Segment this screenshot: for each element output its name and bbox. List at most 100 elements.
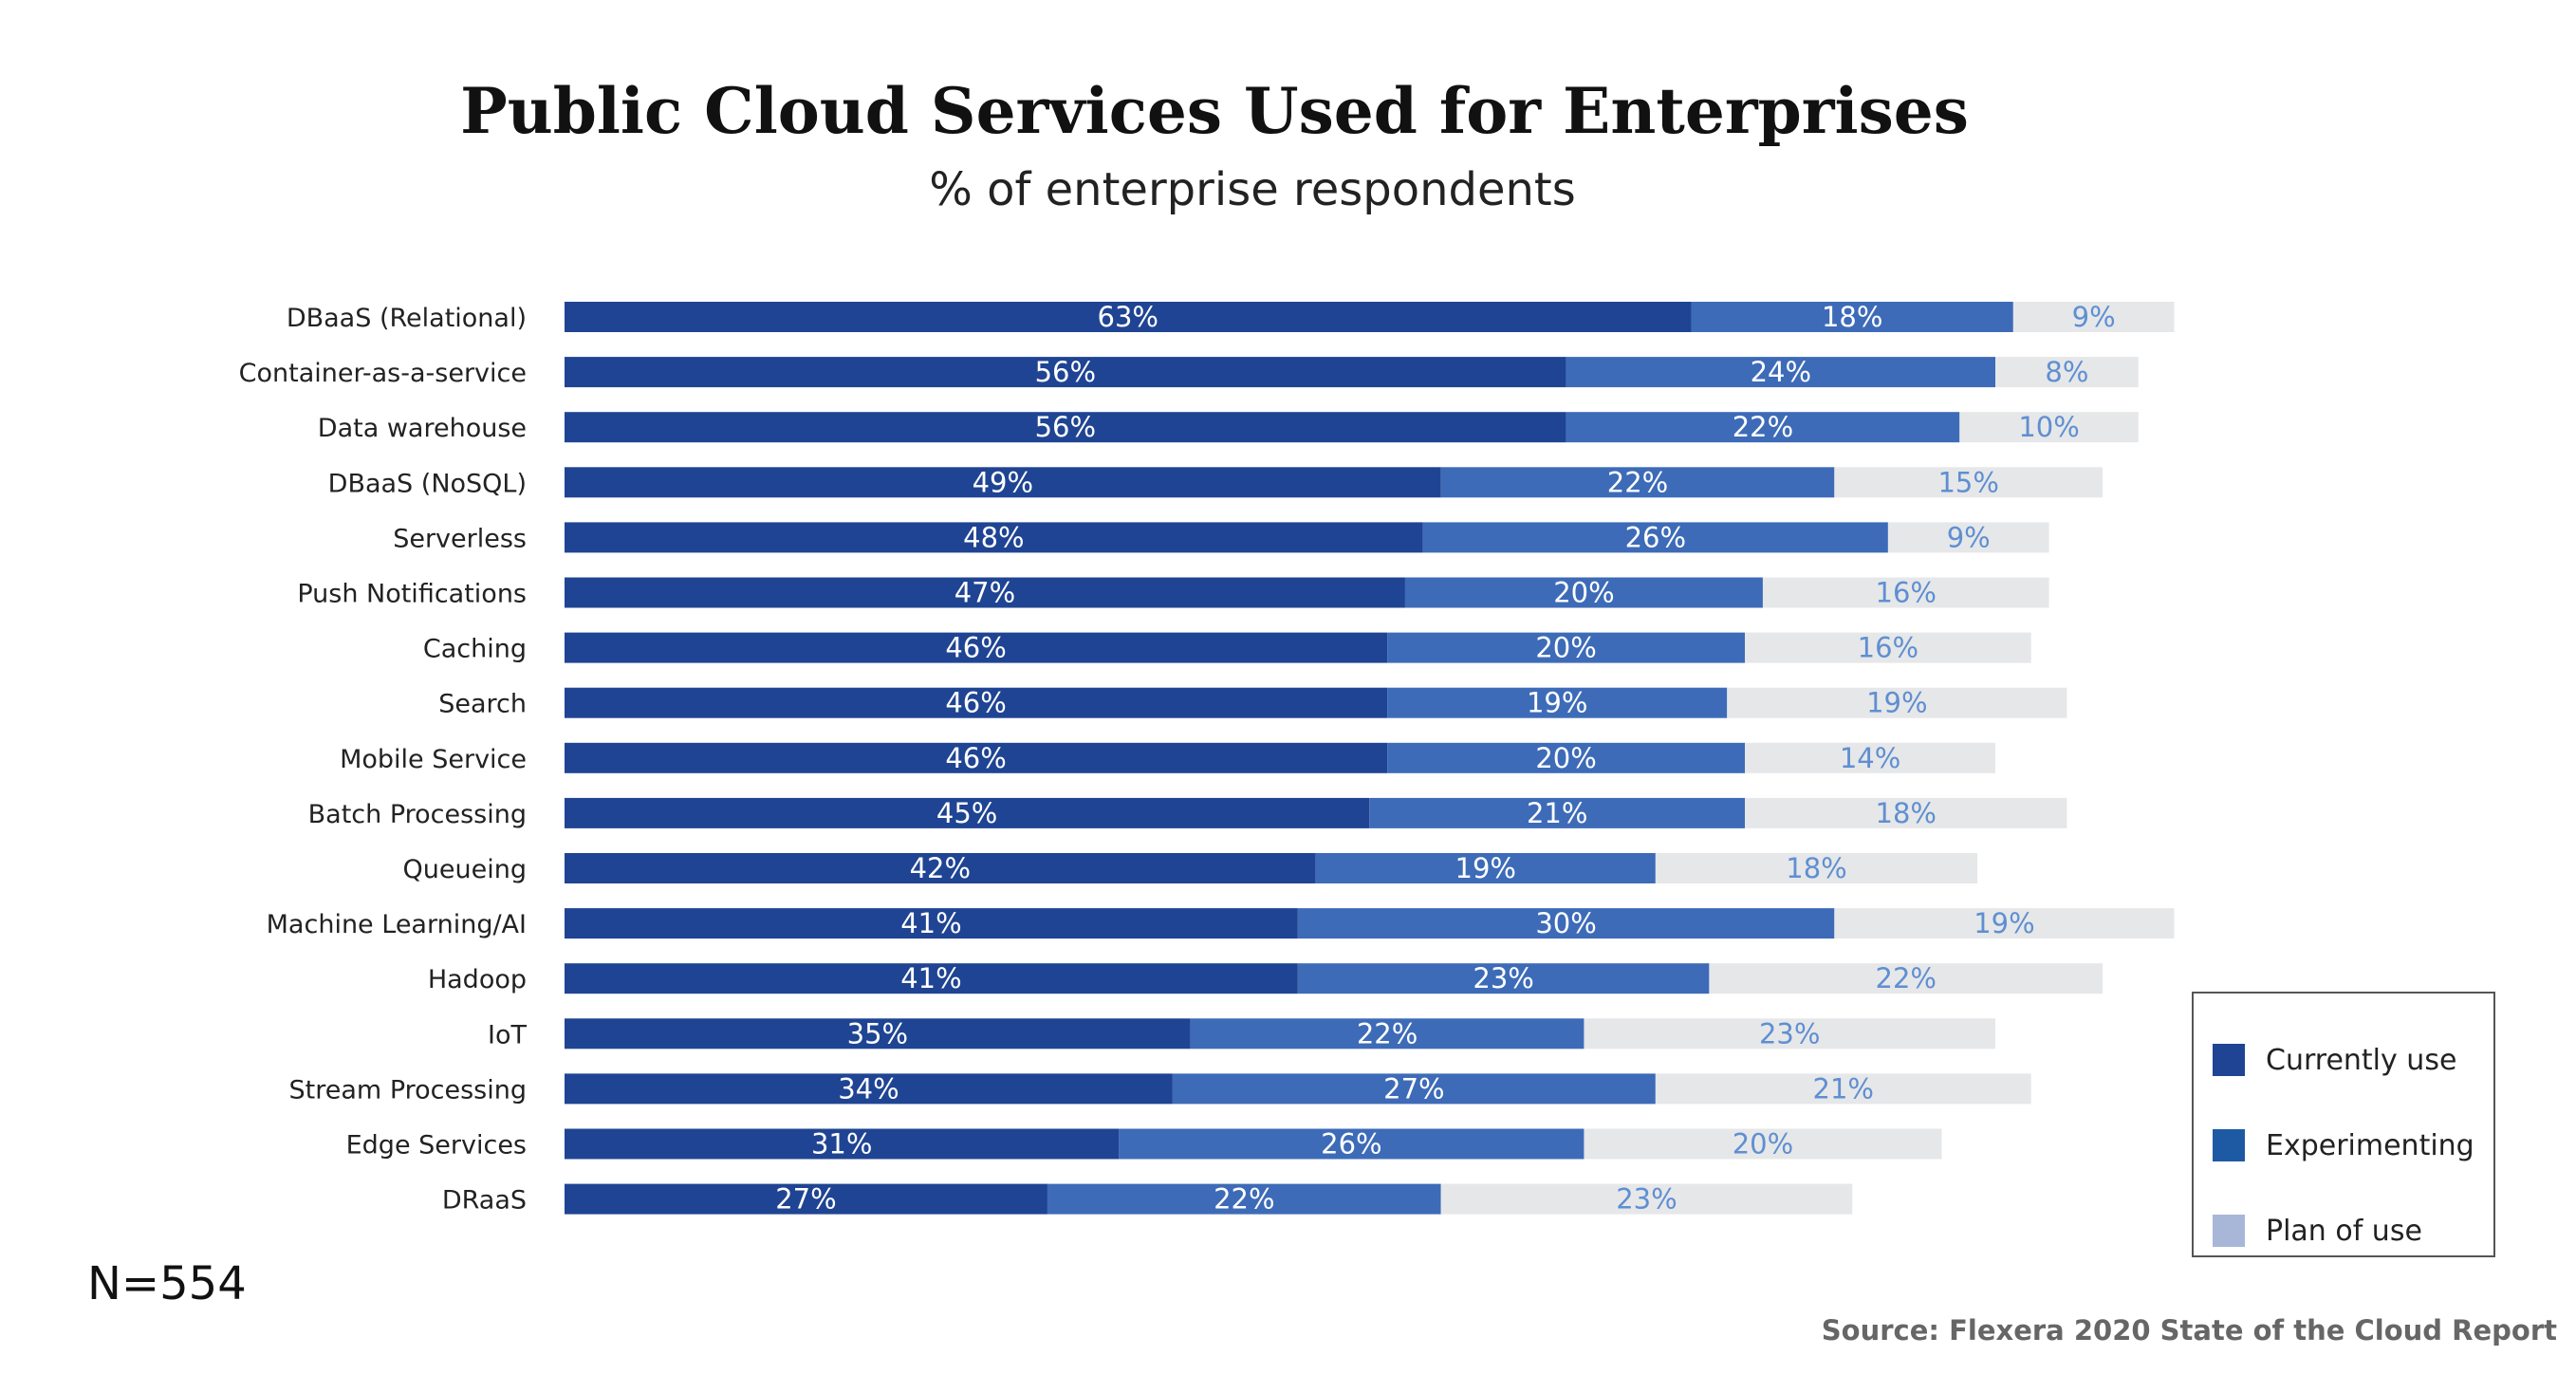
legend-swatch-experimenting	[2213, 1129, 2245, 1161]
bar-experimenting-edge-services	[1119, 1128, 1585, 1160]
value-label-plan-of-use-iot: 23%	[1759, 1017, 1820, 1049]
bar-plan-of-use-draas	[1440, 1183, 1853, 1215]
value-label-experimenting-dbaas-relational: 18%	[1822, 301, 1882, 333]
bar-plan-of-use-search	[1727, 687, 2067, 718]
bar-plan-of-use-serverless	[1887, 522, 2049, 553]
bar-experimenting-dbaas-nosql	[1440, 467, 1835, 498]
bar-experimenting-container-as-a-service	[1566, 357, 1995, 388]
bar-experimenting-search	[1387, 687, 1728, 718]
value-label-currently-use-stream-processing: 34%	[838, 1072, 899, 1105]
chart-subtitle: % of enterprise respondents	[929, 163, 1576, 216]
value-label-plan-of-use-search: 19%	[1866, 687, 1927, 719]
value-label-plan-of-use-mobile-service: 14%	[1840, 742, 1900, 774]
value-label-currently-use-container-as-a-service: 56%	[1035, 356, 1096, 388]
category-label-batch-processing: Batch Processing	[308, 800, 527, 829]
value-label-plan-of-use-data-warehouse: 10%	[2018, 411, 2079, 443]
legend-item-currently-use: Currently use	[2213, 1041, 2456, 1079]
category-label-dbaas-nosql: DBaaS (NoSQL)	[328, 469, 527, 498]
bar-currently-use-machine-learning-ai	[565, 908, 1298, 939]
bar-currently-use-mobile-service	[565, 742, 1388, 773]
value-label-experimenting-machine-learning-ai: 30%	[1535, 907, 1596, 939]
category-label-stream-processing: Stream Processing	[289, 1075, 527, 1105]
value-label-currently-use-batch-processing: 45%	[936, 797, 997, 829]
category-label-mobile-service: Mobile Service	[340, 745, 527, 774]
value-label-currently-use-push-notifications: 47%	[954, 577, 1015, 609]
value-label-currently-use-edge-services: 31%	[811, 1128, 872, 1161]
legend-swatch-plan-of-use	[2213, 1215, 2245, 1247]
bar-currently-use-stream-processing	[565, 1073, 1173, 1105]
category-label-edge-services: Edge Services	[346, 1131, 527, 1161]
value-label-experimenting-queueing: 19%	[1455, 852, 1516, 884]
value-label-experimenting-stream-processing: 27%	[1383, 1072, 1444, 1105]
category-label-iot: IoT	[488, 1020, 527, 1049]
bar-currently-use-hadoop	[565, 963, 1298, 994]
value-label-plan-of-use-queueing: 18%	[1786, 852, 1846, 884]
bar-experimenting-push-notifications	[1404, 577, 1763, 608]
value-label-plan-of-use-edge-services: 20%	[1733, 1128, 1793, 1161]
bar-currently-use-draas	[565, 1183, 1047, 1215]
value-label-currently-use-dbaas-relational: 63%	[1098, 301, 1158, 333]
value-label-plan-of-use-container-as-a-service: 8%	[2045, 356, 2088, 388]
bar-currently-use-caching	[565, 632, 1388, 663]
bar-plan-of-use-push-notifications	[1762, 577, 2049, 608]
bar-experimenting-data-warehouse	[1566, 412, 1960, 443]
value-label-currently-use-hadoop: 41%	[900, 962, 961, 994]
value-label-experimenting-serverless: 26%	[1625, 521, 1686, 553]
value-label-currently-use-data-warehouse: 56%	[1035, 411, 1096, 443]
value-label-currently-use-search: 46%	[945, 687, 1006, 719]
value-label-experimenting-dbaas-nosql: 22%	[1607, 466, 1668, 498]
value-label-experimenting-edge-services: 26%	[1321, 1128, 1381, 1161]
category-label-container-as-a-service: Container-as-a-service	[239, 359, 527, 388]
value-label-plan-of-use-machine-learning-ai: 19%	[1974, 907, 2034, 939]
bar-currently-use-edge-services	[565, 1128, 1120, 1160]
value-label-experimenting-hadoop: 23%	[1473, 962, 1533, 994]
legend-item-experimenting: Experimenting	[2213, 1126, 2474, 1164]
source-note: Source: Flexera 2020 State of the Cloud …	[1821, 1314, 2557, 1347]
bar-plan-of-use-dbaas-relational	[2012, 302, 2175, 332]
legend-swatch-currently-use	[2213, 1044, 2245, 1076]
bar-currently-use-queueing	[565, 853, 1316, 883]
category-label-data-warehouse: Data warehouse	[318, 414, 527, 443]
category-label-hadoop: Hadoop	[428, 965, 527, 994]
bar-plan-of-use-iot	[1584, 1018, 1995, 1049]
legend-label-experimenting: Experimenting	[2266, 1128, 2474, 1162]
bar-experimenting-batch-processing	[1369, 797, 1746, 828]
bar-currently-use-data-warehouse	[565, 412, 1566, 443]
bar-experimenting-stream-processing	[1172, 1073, 1656, 1105]
chart-legend: Currently use Experimenting Plan of use	[2192, 992, 2495, 1257]
value-label-plan-of-use-serverless: 9%	[1947, 521, 1991, 553]
value-label-experimenting-caching: 20%	[1535, 632, 1596, 664]
bar-plan-of-use-mobile-service	[1745, 742, 1995, 773]
bar-plan-of-use-batch-processing	[1745, 797, 2067, 828]
bar-currently-use-search	[565, 687, 1388, 718]
bar-currently-use-container-as-a-service	[565, 357, 1566, 388]
value-label-experimenting-data-warehouse: 22%	[1733, 411, 1793, 443]
value-label-experimenting-container-as-a-service: 24%	[1751, 356, 1811, 388]
bar-experimenting-dbaas-relational	[1691, 302, 2013, 332]
bar-experimenting-draas	[1047, 1183, 1441, 1215]
value-label-currently-use-serverless: 48%	[963, 521, 1024, 553]
bar-plan-of-use-data-warehouse	[1959, 412, 2139, 443]
bar-experimenting-hadoop	[1297, 963, 1710, 994]
category-label-machine-learning-ai: Machine Learning/AI	[267, 910, 527, 939]
legend-label-plan-of-use: Plan of use	[2266, 1214, 2422, 1248]
bar-plan-of-use-dbaas-nosql	[1834, 467, 2103, 498]
value-label-currently-use-caching: 46%	[945, 632, 1006, 664]
value-label-plan-of-use-hadoop: 22%	[1876, 962, 1937, 994]
bar-currently-use-dbaas-nosql	[565, 467, 1441, 498]
bar-experimenting-mobile-service	[1387, 742, 1746, 773]
bar-plan-of-use-hadoop	[1709, 963, 2103, 994]
bar-currently-use-dbaas-relational	[565, 302, 1692, 332]
category-label-serverless: Serverless	[393, 524, 527, 553]
category-label-draas: DRaaS	[442, 1186, 527, 1216]
bar-currently-use-serverless	[565, 522, 1423, 553]
sample-size-label: N=554	[87, 1257, 247, 1310]
value-label-experimenting-draas: 22%	[1214, 1183, 1274, 1216]
bar-currently-use-batch-processing	[565, 797, 1370, 828]
value-label-plan-of-use-batch-processing: 18%	[1876, 797, 1937, 829]
value-label-plan-of-use-draas: 23%	[1616, 1183, 1677, 1216]
bar-experimenting-caching	[1387, 632, 1746, 663]
bar-currently-use-push-notifications	[565, 577, 1405, 608]
bar-plan-of-use-container-as-a-service	[1995, 357, 2139, 388]
bar-currently-use-iot	[565, 1018, 1191, 1049]
